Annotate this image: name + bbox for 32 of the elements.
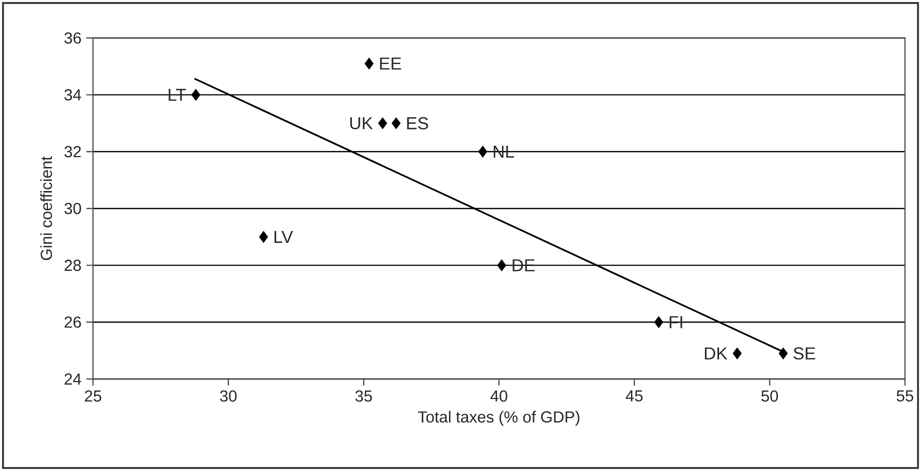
y-axis-title: Gini coefficient (40, 156, 52, 260)
x-tick-label: 35 (355, 390, 372, 402)
point (654, 316, 664, 328)
y-tick-label: 24 (64, 373, 82, 385)
annotation: LV (274, 230, 293, 243)
point (191, 88, 200, 101)
point (259, 231, 268, 243)
point (778, 348, 788, 360)
y-tick-label: 30 (64, 202, 82, 214)
y-tick-label: 34 (64, 89, 82, 100)
annotation: UK (350, 117, 373, 130)
y-tick-label: 36 (64, 32, 81, 44)
x-tick-label: 30 (220, 390, 237, 402)
x-tick-label: 50 (761, 390, 778, 402)
x-tick-label: 25 (84, 390, 102, 402)
y-tick-label: 26 (64, 316, 81, 328)
annotation: ES (407, 117, 428, 130)
y-tick-label: 28 (64, 260, 81, 271)
point (478, 146, 488, 158)
x-tick-label: 45 (626, 390, 643, 402)
point (392, 117, 401, 130)
point (378, 117, 388, 130)
x-tick-label: 40 (490, 390, 508, 402)
x-tick-label: 55 (896, 390, 914, 402)
x-axis-title: Total taxes (% of GDP) (418, 410, 580, 426)
annotation: EE (380, 58, 402, 70)
point (497, 259, 506, 272)
point (364, 58, 374, 70)
annotation: DK (704, 347, 728, 360)
annotation: SE (794, 347, 816, 360)
point (732, 348, 742, 360)
y-tick-label: 32 (64, 146, 81, 158)
